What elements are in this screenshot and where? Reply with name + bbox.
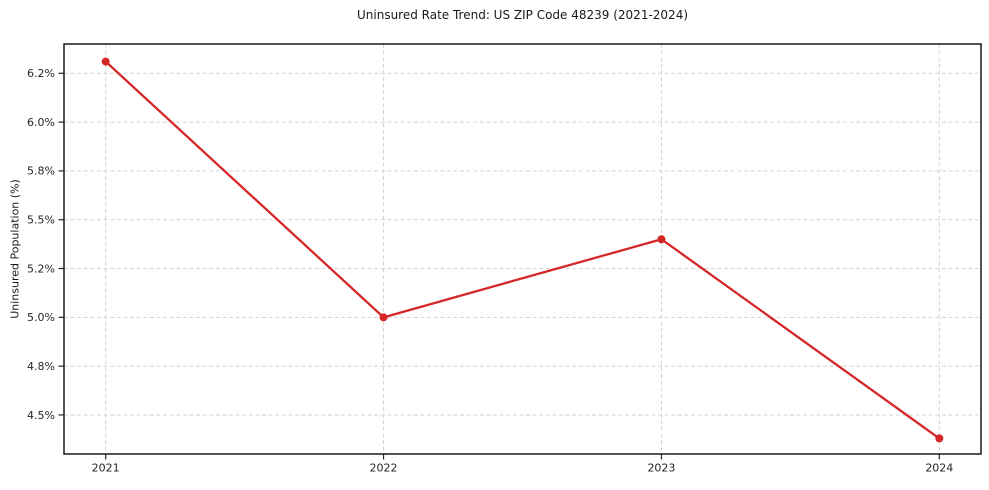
y-tick-label: 5.8% <box>27 165 55 178</box>
x-tick-label: 2021 <box>92 462 120 475</box>
y-tick-label: 4.8% <box>27 360 55 373</box>
plot-border <box>63 43 982 455</box>
chart-title: Uninsured Rate Trend: US ZIP Code 48239 … <box>356 8 689 22</box>
data-point-2024 <box>935 434 944 443</box>
data-point-2022 <box>379 313 388 322</box>
y-tick-label: 6.0% <box>27 116 55 129</box>
y-tick-label: 4.5% <box>27 409 55 422</box>
data-point-2023 <box>657 235 666 244</box>
y-tick-label: 6.2% <box>27 67 55 80</box>
trend-line <box>104 60 941 440</box>
x-tick-label: 2022 <box>370 462 398 475</box>
data-point-2021 <box>101 57 110 66</box>
x-tick-label: 2023 <box>647 462 675 475</box>
y-tick-label: 5.0% <box>27 311 55 324</box>
y-tick-label: 5.5% <box>27 214 55 227</box>
x-tick-label: 2024 <box>925 462 953 475</box>
y-tick-label: 5.2% <box>27 262 55 275</box>
